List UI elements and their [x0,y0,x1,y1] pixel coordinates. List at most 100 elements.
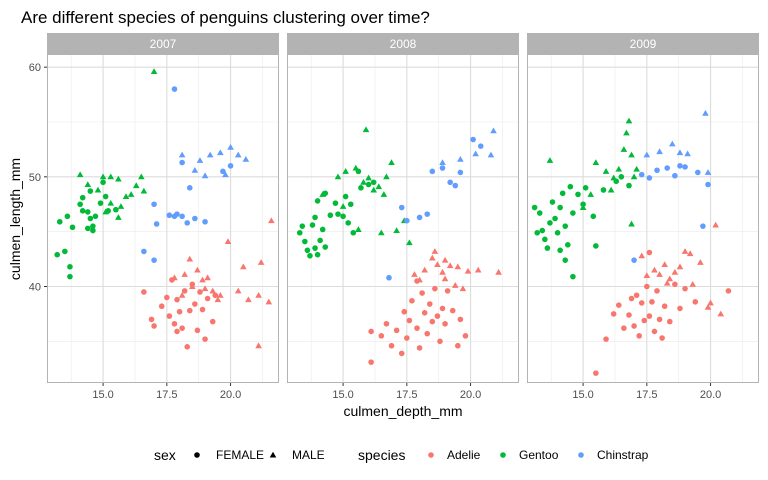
point-gentoo-male [117,203,125,209]
point-gentoo-female [314,251,321,258]
point-adelie-male [265,298,273,305]
point-adelie-female [644,283,650,290]
point-adelie-male [446,262,454,269]
point-gentoo-female [365,181,372,188]
panel-background [47,54,279,383]
point-gentoo-male [107,173,115,180]
point-chinstrap-male [201,172,209,179]
facet-panel-2007: 2007 15.0 17.5 20.0 40 50 60 [29,33,279,401]
point-adelie-male [441,256,449,263]
point-adelie-female [434,313,441,319]
y-tick-label: 60 [29,62,41,74]
point-gentoo-male [615,165,623,172]
point-gentoo-female [304,247,311,254]
legend-key-female [194,452,200,458]
point-gentoo-male [546,157,554,163]
x-tick-label: 17.5 [396,389,417,401]
point-gentoo-male [94,186,102,193]
legend-key-gentoo [500,452,506,458]
point-chinstrap-male [217,149,224,156]
point-gentoo-female [90,227,96,234]
point-adelie-female [419,290,425,296]
point-adelie-male [171,274,178,281]
point-adelie-male [255,291,262,298]
point-gentoo-female [345,220,351,226]
point-gentoo-male [76,171,84,178]
point-chinstrap-male [191,166,199,173]
legend-label-adelie: Adelie [447,448,481,462]
point-adelie-female [383,320,390,327]
facet-strip [527,33,759,54]
point-gentoo-female [317,237,323,244]
point-adelie-female [429,318,436,325]
point-gentoo-female [69,224,76,231]
point-chinstrap-male [669,140,676,147]
facet-strip-label: 2009 [630,37,657,51]
point-chinstrap-female [638,171,645,178]
point-chinstrap-female [179,159,185,166]
point-adelie-female [184,344,191,350]
point-adelie-female [406,317,413,324]
point-adelie-female [388,342,395,349]
point-gentoo-female [87,188,94,194]
y-tick-label: 40 [29,281,41,293]
point-adelie-female [439,305,446,312]
point-gentoo-male [84,181,92,187]
point-gentoo-male [138,173,145,180]
point-gentoo-male [132,182,140,189]
point-gentoo-female [534,229,540,236]
point-gentoo-female [332,200,339,206]
point-gentoo-male [388,159,395,166]
point-gentoo-female [84,225,91,232]
point-gentoo-female [97,200,104,206]
point-adelie-male [217,291,224,298]
point-gentoo-male [623,129,630,136]
point-adelie-female [176,308,183,315]
point-chinstrap-male [234,151,242,158]
point-chinstrap-female [424,211,431,217]
point-gentoo-male [150,68,158,75]
point-gentoo-female [547,220,553,226]
point-gentoo-female [593,243,599,249]
point-gentoo-male [334,173,342,180]
point-gentoo-female [564,242,571,248]
point-gentoo-male [380,191,388,197]
point-adelie-female [615,302,622,308]
point-adelie-female [151,323,157,329]
point-chinstrap-female [654,167,660,174]
point-adelie-male [429,254,436,261]
point-chinstrap-female [672,172,678,179]
y-tick-label: 50 [29,172,41,184]
legend-key-adelie [428,452,434,458]
point-gentoo-female [562,223,569,229]
point-adelie-female [631,323,637,329]
point-adelie-female [649,299,655,305]
point-chinstrap-female [439,165,446,171]
point-chinstrap-male [676,149,684,156]
point-adelie-male [474,266,482,273]
point-chinstrap-female [457,169,464,176]
point-adelie-female [204,295,211,302]
point-gentoo-male [342,168,349,174]
point-adelie-male [431,248,439,254]
point-chinstrap-female [186,184,193,191]
point-gentoo-male [610,174,617,181]
point-gentoo-female [54,251,60,258]
point-adelie-female [171,320,178,327]
point-adelie-female [398,350,405,357]
facet-strip-label: 2008 [390,37,417,51]
point-gentoo-male [102,208,109,215]
point-gentoo-female [64,213,71,220]
point-gentoo-female [582,184,589,191]
point-chinstrap-female [202,218,208,225]
point-adelie-male [676,263,684,270]
point-adelie-female [628,295,635,302]
point-adelie-male [209,287,217,294]
point-adelie-male [464,267,472,274]
x-tick-label: 15.0 [572,389,593,401]
legend: sex FEMALE MALE species Adelie Gentoo Chinstra… [154,447,649,463]
point-chinstrap-female [398,204,405,211]
point-gentoo-male [378,229,385,236]
point-gentoo-male [628,151,635,158]
point-gentoo-male [628,220,635,227]
